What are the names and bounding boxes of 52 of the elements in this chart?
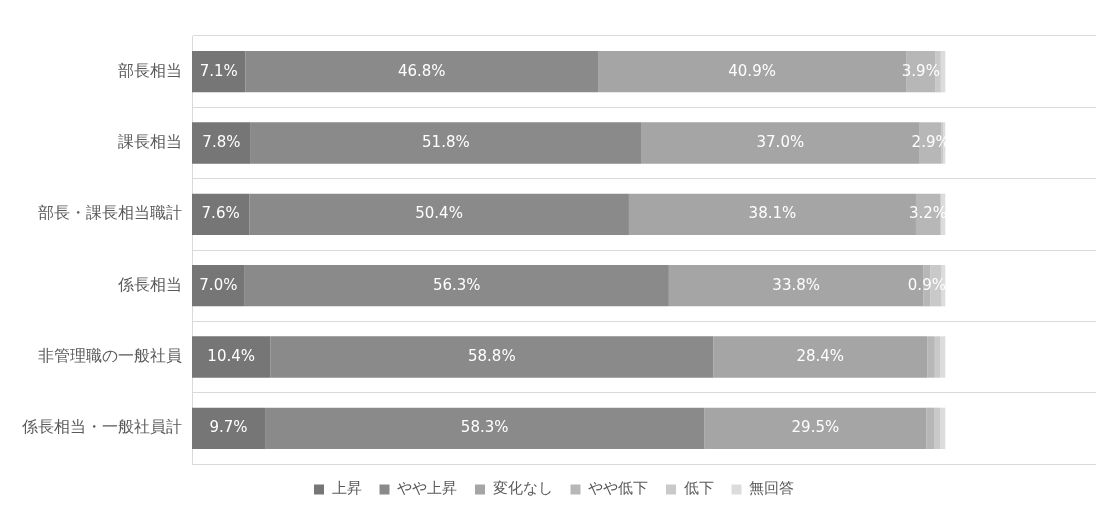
data-label: 46.8% bbox=[397, 61, 446, 80]
legend-label: 低下 bbox=[683, 479, 714, 498]
data-label: 29.5% bbox=[791, 418, 840, 437]
legend-label: 上昇 bbox=[331, 479, 362, 498]
data-label: 51.8% bbox=[422, 132, 470, 151]
data-label: 10.4% bbox=[207, 346, 255, 365]
bar bbox=[192, 336, 271, 378]
bar bbox=[192, 407, 266, 450]
bar bbox=[940, 336, 946, 378]
bar bbox=[192, 264, 245, 307]
data-label: 37.0% bbox=[756, 132, 805, 151]
bar bbox=[270, 336, 714, 378]
bar bbox=[249, 193, 629, 236]
y-tick-label: 係長相当 bbox=[117, 274, 182, 294]
bar bbox=[244, 264, 669, 307]
bar bbox=[192, 50, 246, 93]
legend-label: 変化なし bbox=[492, 479, 553, 498]
data-label: 28.4% bbox=[796, 346, 845, 365]
data-label: 40.9% bbox=[728, 61, 776, 80]
data-label: 7.1% bbox=[199, 61, 238, 80]
data-label: 7.8% bbox=[202, 132, 241, 151]
data-label: 7.6% bbox=[201, 204, 240, 223]
y-tick-label: 非管理職の一般社員 bbox=[38, 346, 182, 366]
data-label: 3.9% bbox=[901, 61, 940, 80]
bar bbox=[927, 336, 935, 378]
data-label: 58.3% bbox=[460, 418, 509, 437]
data-label: 58.8% bbox=[468, 346, 516, 365]
y-tick-label: 係長相当・一般社員計 bbox=[21, 417, 182, 437]
bar bbox=[704, 407, 927, 450]
bar bbox=[192, 193, 250, 236]
bar bbox=[934, 336, 941, 378]
legend-label: やや上昇 bbox=[397, 479, 457, 498]
bar bbox=[265, 407, 705, 450]
data-label: 50.4% bbox=[415, 204, 463, 223]
bar bbox=[192, 122, 251, 164]
data-label: 7.0% bbox=[199, 275, 238, 294]
y-tick-label: 部長・課長相当職計 bbox=[38, 203, 182, 223]
bar bbox=[934, 407, 941, 450]
data-label: 0.9% bbox=[907, 275, 946, 294]
bar bbox=[940, 407, 946, 450]
data-label: 56.3% bbox=[432, 275, 481, 294]
data-label: 33.8% bbox=[772, 275, 820, 294]
y-tick-label: 部長相当 bbox=[118, 60, 182, 80]
bar bbox=[245, 50, 599, 93]
legend-label: やや低下 bbox=[588, 479, 648, 498]
bar bbox=[250, 122, 641, 164]
data-label: 38.1% bbox=[748, 204, 797, 223]
bar bbox=[713, 336, 928, 378]
data-label: 9.7% bbox=[209, 418, 248, 437]
bar bbox=[926, 407, 935, 450]
y-tick-label: 課長相当 bbox=[118, 132, 182, 152]
legend-label: 無回答 bbox=[749, 479, 794, 498]
